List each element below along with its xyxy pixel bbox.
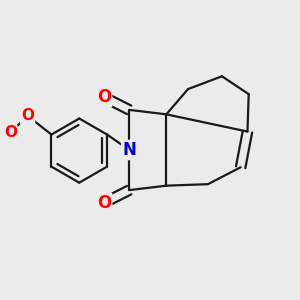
Text: N: N [122,141,136,159]
Text: O: O [97,88,111,106]
Text: O: O [21,108,34,123]
Text: O: O [97,194,111,212]
Text: O: O [4,125,17,140]
